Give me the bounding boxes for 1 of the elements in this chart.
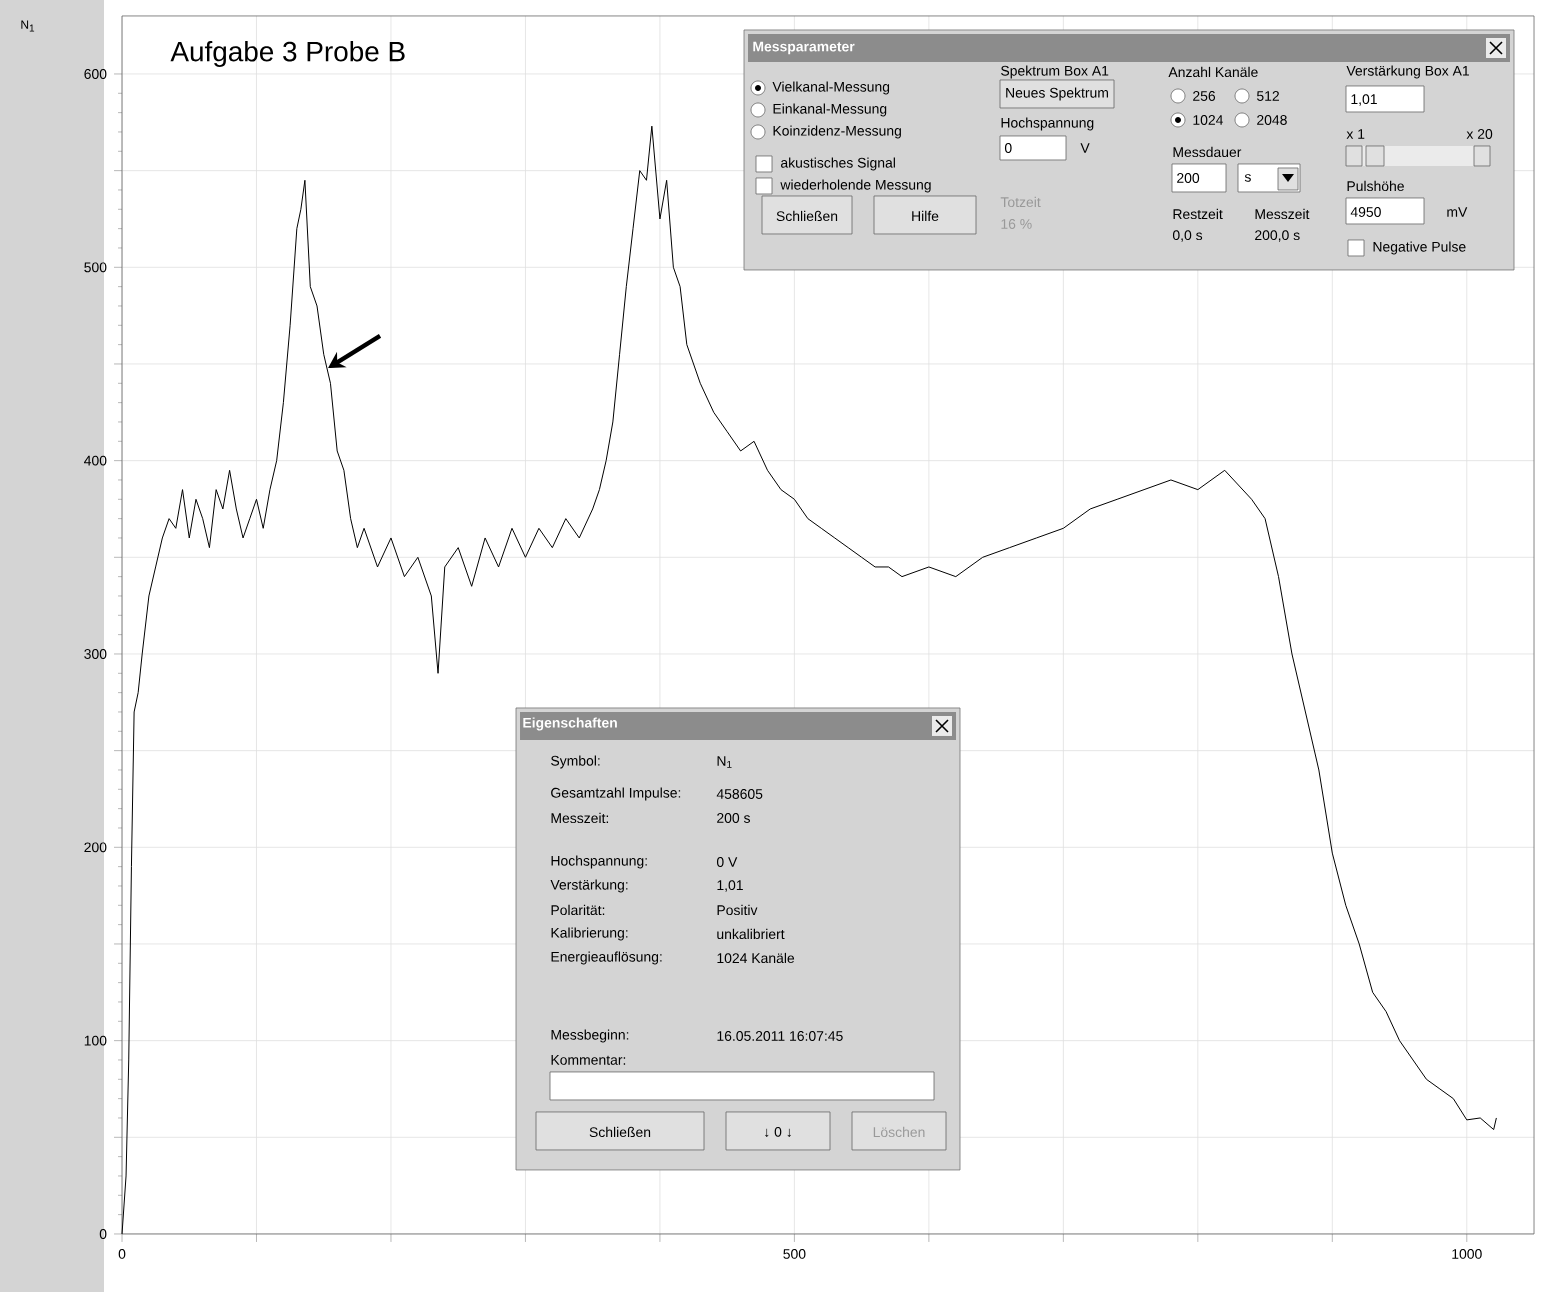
text: Aufgabe 3 Probe B [170,40,405,67]
